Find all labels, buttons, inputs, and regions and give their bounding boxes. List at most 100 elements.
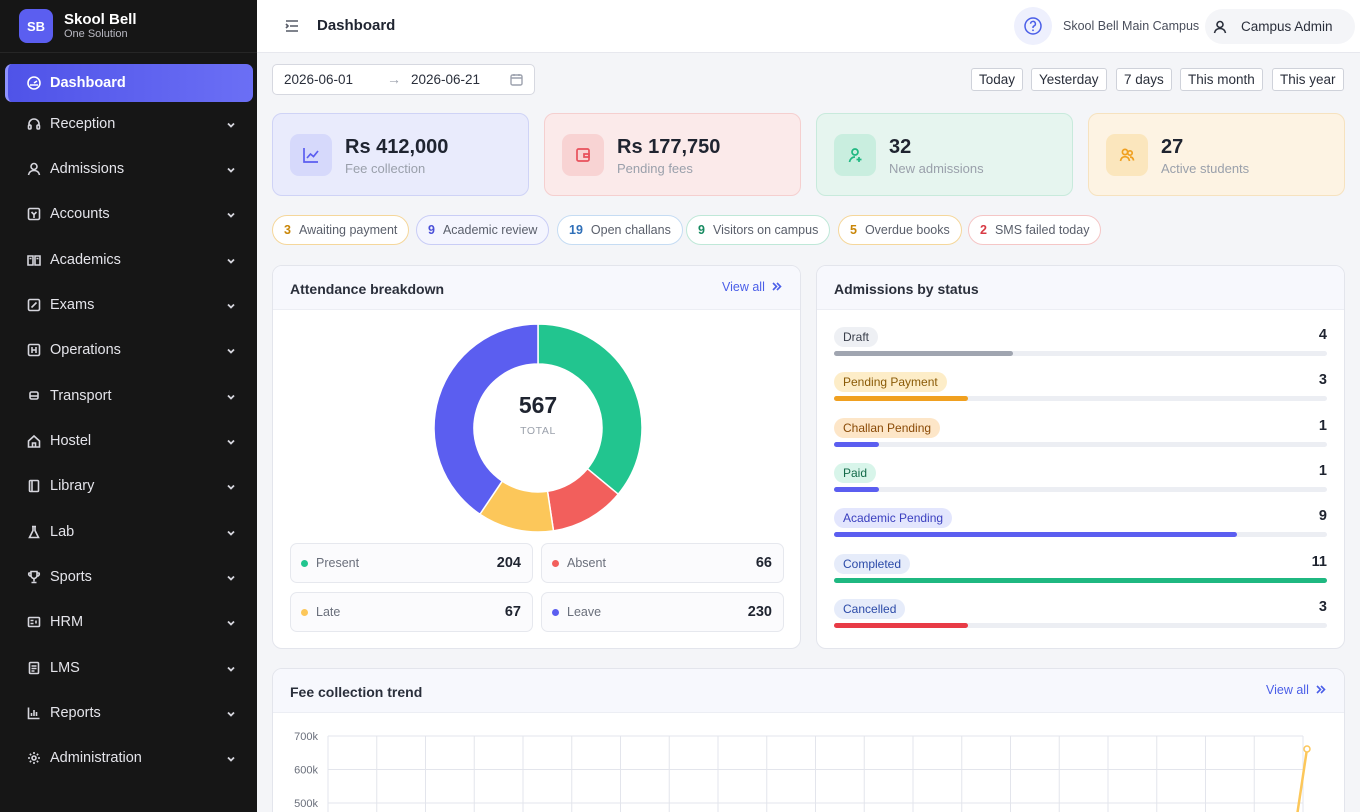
users-icon <box>1106 134 1148 176</box>
fee-trend-chart: 700k 600k 500k <box>294 731 1311 812</box>
legend-name: Late <box>316 605 341 619</box>
user-menu[interactable]: Campus Admin <box>1205 9 1355 44</box>
admission-status-row[interactable]: Cancelled 3 <box>834 598 1327 639</box>
chevron-down-icon[interactable] <box>226 390 236 400</box>
quick-filter-today[interactable]: Today <box>971 68 1024 91</box>
date-range-picker[interactable]: 2026-06-01 → 2026-06-21 <box>272 64 535 95</box>
pill-academic-review[interactable]: 9 Academic review <box>416 215 550 245</box>
legend-absent[interactable]: Absent 66 <box>541 543 784 583</box>
sidebar-item-lms[interactable]: LMS <box>8 650 252 686</box>
attendance-panel: Attendance breakdown View all 567 TOTAL … <box>272 265 801 649</box>
donut-slice-leave[interactable] <box>433 323 539 516</box>
gear-icon <box>26 750 42 766</box>
pill-label: Visitors on campus <box>712 223 819 237</box>
admission-status-row[interactable]: Academic Pending 9 <box>834 508 1327 548</box>
sidebar-item-library[interactable]: Library <box>8 468 252 504</box>
status-count: 4 <box>1318 327 1327 343</box>
help-button[interactable] <box>1014 7 1052 45</box>
kpi-new-admissions[interactable]: 32 New admissions <box>816 113 1073 196</box>
chevron-down-icon[interactable] <box>226 118 236 128</box>
admission-status-row[interactable]: Completed 11 <box>834 553 1327 594</box>
legend-leave[interactable]: Leave 230 <box>541 592 784 632</box>
chevron-down-icon[interactable] <box>226 526 236 536</box>
sidebar-item-lab[interactable]: Lab <box>8 514 252 550</box>
sidebar-item-academics[interactable]: Academics <box>8 242 252 278</box>
pill-visitors-on-campus[interactable]: 9 Visitors on campus <box>686 215 831 245</box>
admission-status-row[interactable]: Pending Payment 3 <box>834 372 1327 412</box>
menu-toggle-icon[interactable] <box>285 19 301 33</box>
chevron-down-icon[interactable] <box>226 662 236 672</box>
date-to[interactable]: 2026-06-21 <box>411 72 481 87</box>
pill-sms-failed-today[interactable]: 2 SMS failed today <box>968 215 1102 245</box>
quick-filter-yesterday[interactable]: Yesterday <box>1031 68 1107 91</box>
progress-fill <box>834 577 1327 583</box>
document-icon <box>26 660 42 676</box>
chevron-down-icon[interactable] <box>226 752 236 762</box>
status-badge: Pending Payment <box>834 372 947 393</box>
sidebar-item-admissions[interactable]: Admissions <box>8 151 252 187</box>
y-tick-label: 600k <box>294 765 318 777</box>
quick-filter-this-month[interactable]: This month <box>1180 68 1263 91</box>
sidebar-item-dashboard[interactable]: Dashboard <box>5 64 253 102</box>
sidebar-item-sports[interactable]: Sports <box>8 559 252 595</box>
chevron-down-icon[interactable] <box>226 480 236 490</box>
quick-filter-this-year[interactable]: This year <box>1272 68 1344 91</box>
sidebar-item-reports[interactable]: Reports <box>8 695 252 731</box>
sidebar-item-label: Academics <box>50 252 121 268</box>
sidebar-item-accounts[interactable]: Accounts <box>8 196 252 232</box>
pill-open-challans[interactable]: 19 Open challans <box>557 215 683 245</box>
chevron-down-icon[interactable] <box>226 707 236 717</box>
legend-dot <box>552 560 559 567</box>
legend-dot <box>301 609 308 616</box>
sidebar-item-hostel[interactable]: Hostel <box>8 423 252 459</box>
quick-filter-7-days[interactable]: 7 days <box>1116 68 1172 91</box>
kpi-fee-collection[interactable]: Rs 412,000 Fee collection <box>272 113 529 196</box>
pill-awaiting-payment[interactable]: 3 Awaiting payment <box>272 215 410 245</box>
chevron-down-icon[interactable] <box>226 299 236 309</box>
sidebar-item-exams[interactable]: Exams <box>8 287 252 323</box>
fee-trend-point[interactable] <box>1303 745 1311 753</box>
user-icon <box>1213 20 1227 33</box>
pill-overdue-books[interactable]: 5 Overdue books <box>838 215 962 245</box>
sidebar-item-label: Reports <box>50 705 101 721</box>
sidebar-item-hrm[interactable]: HRM <box>8 604 252 640</box>
admission-status-row[interactable]: Draft 4 <box>834 327 1327 367</box>
progress-fill <box>834 486 879 492</box>
brand[interactable]: SB Skool Bell One Solution <box>0 0 257 53</box>
help-icon <box>1024 17 1042 35</box>
admission-status-row[interactable]: Paid 1 <box>834 462 1327 503</box>
trophy-icon <box>26 569 42 585</box>
chevron-down-icon[interactable] <box>226 344 236 354</box>
chevron-down-icon[interactable] <box>226 254 236 264</box>
attendance-view-all-link[interactable]: View all <box>722 280 782 294</box>
chevron-down-icon[interactable] <box>226 163 236 173</box>
chevron-down-icon[interactable] <box>226 571 236 581</box>
legend-dot <box>301 560 308 567</box>
kpi-value: 27 <box>1161 136 1184 158</box>
sidebar-item-administration[interactable]: Administration <box>8 740 252 776</box>
sidebar-item-transport[interactable]: Transport <box>8 378 252 414</box>
sidebar-item-label: LMS <box>50 660 80 676</box>
sidebar-item-reception[interactable]: Reception <box>8 106 252 142</box>
legend-late[interactable]: Late 67 <box>290 592 533 632</box>
calendar-icon[interactable] <box>510 73 524 87</box>
admission-status-row[interactable]: Challan Pending 1 <box>834 417 1327 458</box>
donut-slice-present[interactable] <box>537 323 643 496</box>
sidebar-item-label: Reception <box>50 116 116 132</box>
sidebar-item-label: Administration <box>50 750 142 766</box>
kpi-active-students[interactable]: 27 Active students <box>1088 113 1345 196</box>
legend-present[interactable]: Present 204 <box>290 543 533 583</box>
kpi-pending-fees[interactable]: Rs 177,750 Pending fees <box>544 113 801 196</box>
sidebar-item-label: Accounts <box>50 206 110 222</box>
chevron-down-icon[interactable] <box>226 435 236 445</box>
bar-chart-icon <box>26 705 42 721</box>
sidebar-item-operations[interactable]: Operations <box>8 332 252 368</box>
status-badge: Challan Pending <box>834 417 941 438</box>
date-from[interactable]: 2026-06-01 <box>284 72 354 87</box>
chevron-down-icon[interactable] <box>226 616 236 626</box>
user-icon <box>26 161 42 177</box>
wallet-icon <box>562 134 604 176</box>
campus-name[interactable]: Skool Bell Main Campus <box>1063 19 1200 33</box>
fee-trend-view-all-link[interactable]: View all <box>1266 683 1326 697</box>
chevron-down-icon[interactable] <box>226 208 236 218</box>
